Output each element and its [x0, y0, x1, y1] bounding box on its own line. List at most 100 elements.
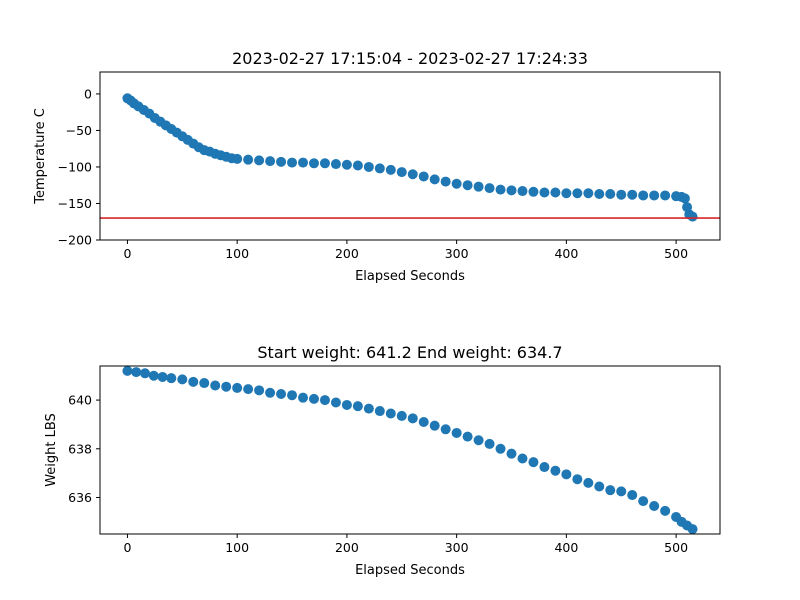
weight-x-axis-label: Elapsed Seconds: [355, 563, 465, 578]
weight-data-point: [583, 477, 594, 488]
weight-data-point: [550, 465, 561, 476]
temperature-y-tick-label: −200: [58, 233, 92, 248]
temperature-data-point: [396, 167, 407, 178]
temperature-x-tick-label: 400: [554, 246, 578, 261]
temperature-data-point: [429, 174, 440, 185]
temperature-data-point: [572, 188, 583, 199]
weight-data-point: [385, 408, 396, 419]
temperature-data-point: [473, 181, 484, 192]
weight-data-point: [363, 403, 374, 414]
temperature-x-tick-label: 0: [123, 246, 131, 261]
weight-data-point: [528, 457, 539, 468]
weight-data-point: [157, 371, 168, 382]
temperature-data-point: [276, 156, 287, 167]
temperature-data-point: [374, 163, 385, 174]
weight-data-point: [177, 374, 188, 385]
temperature-y-axis-label: Temperature C: [33, 108, 48, 205]
temperature-data-point: [451, 178, 462, 189]
temperature-data-point: [605, 188, 616, 199]
temperature-data-point: [341, 159, 352, 170]
weight-data-point: [638, 496, 649, 507]
weight-data-point: [276, 389, 287, 399]
temperature-data-point: [363, 161, 374, 172]
weight-y-tick-label: 638: [68, 441, 92, 456]
weight-data-point: [462, 431, 473, 442]
temperature-data-point: [287, 157, 298, 168]
temperature-data-point: [660, 190, 671, 201]
temperature-markers: [100, 93, 720, 222]
weight-ticks: 0 100 200 300 400 500 636 638 640: [68, 393, 688, 555]
weight-data-point: [265, 387, 276, 398]
weight-x-tick-label: 300: [445, 540, 469, 555]
weight-data-point: [539, 462, 550, 473]
temperature-data-point: [517, 186, 528, 197]
weight-data-point: [649, 501, 660, 511]
temperature-data-point: [440, 176, 451, 187]
temperature-title: 2023-02-27 17:15:04 - 2023-02-27 17:24:3…: [232, 49, 588, 68]
temperature-data-point: [539, 187, 550, 198]
weight-data-point: [210, 380, 221, 391]
temperature-x-tick-label: 500: [664, 246, 688, 261]
temperature-data-point: [418, 171, 429, 182]
temperature-data-point: [638, 190, 649, 201]
weight-data-point: [199, 378, 210, 389]
temperature-x-axis-label: Elapsed Seconds: [355, 269, 465, 284]
weight-markers: [122, 365, 698, 535]
weight-data-point: [484, 438, 495, 449]
weight-data-point: [660, 505, 671, 516]
temperature-x-tick-label: 300: [445, 246, 469, 261]
weight-data-point: [232, 382, 243, 393]
temperature-data-point: [232, 153, 243, 164]
temperature-data-point: [330, 159, 341, 170]
weight-data-point: [131, 367, 142, 378]
weight-x-tick-label: 400: [554, 540, 578, 555]
weight-data-point: [451, 427, 462, 438]
temperature-data-point: [649, 190, 660, 201]
temperature-y-tick-label: −150: [58, 196, 92, 211]
weight-data-point: [139, 368, 150, 379]
weight-data-point: [440, 424, 451, 435]
weight-data-point: [495, 443, 506, 454]
temperature-data-point: [352, 160, 363, 171]
weight-data-point: [616, 486, 627, 497]
temperature-y-tick-label: −100: [58, 159, 92, 174]
weight-x-tick-label: 0: [123, 540, 131, 555]
weight-x-tick-label: 500: [664, 540, 688, 555]
weight-title: Start weight: 641.2 End weight: 634.7: [257, 343, 562, 362]
temperature-data-point: [550, 187, 561, 198]
temperature-data-point: [254, 155, 265, 166]
weight-axes-frame: [99, 365, 721, 535]
weight-data-point: [605, 485, 616, 496]
weight-data-point: [418, 417, 429, 427]
temperature-data-point: [495, 184, 506, 195]
temperature-x-tick-label: 100: [225, 246, 249, 261]
weight-data-point: [687, 524, 698, 535]
temperature-data-point: [679, 193, 690, 204]
temperature-x-tick-label: 200: [335, 246, 359, 261]
temperature-data-point: [616, 189, 627, 200]
temperature-ticks: 0 100 200 300 400 500 −200 −150 −100 −50 0: [58, 86, 688, 261]
temperature-data-point: [528, 186, 539, 197]
weight-data-point: [352, 401, 363, 412]
weight-data-point: [572, 474, 583, 485]
weight-data-point: [188, 376, 199, 387]
temperature-data-point: [462, 180, 473, 191]
weight-data-point: [627, 490, 638, 501]
temperature-data-point: [243, 154, 254, 165]
weight-data-point: [517, 453, 528, 464]
weight-data-point: [243, 384, 254, 395]
temperature-data-point: [583, 188, 594, 199]
weight-data-point: [473, 435, 484, 446]
weight-subplot: Start weight: 641.2 End weight: 634.7 El…: [44, 343, 721, 578]
weight-y-axis-label: Weight LBS: [44, 413, 59, 487]
weight-data-point: [308, 393, 319, 404]
temperature-y-tick-label: −50: [66, 123, 92, 138]
weight-data-point: [341, 399, 352, 410]
weight-data-point: [429, 420, 440, 431]
temperature-axes-frame: [99, 71, 721, 241]
weight-data-point: [561, 469, 572, 480]
temperature-data-point: [385, 164, 396, 175]
temperature-data-point: [298, 157, 309, 168]
